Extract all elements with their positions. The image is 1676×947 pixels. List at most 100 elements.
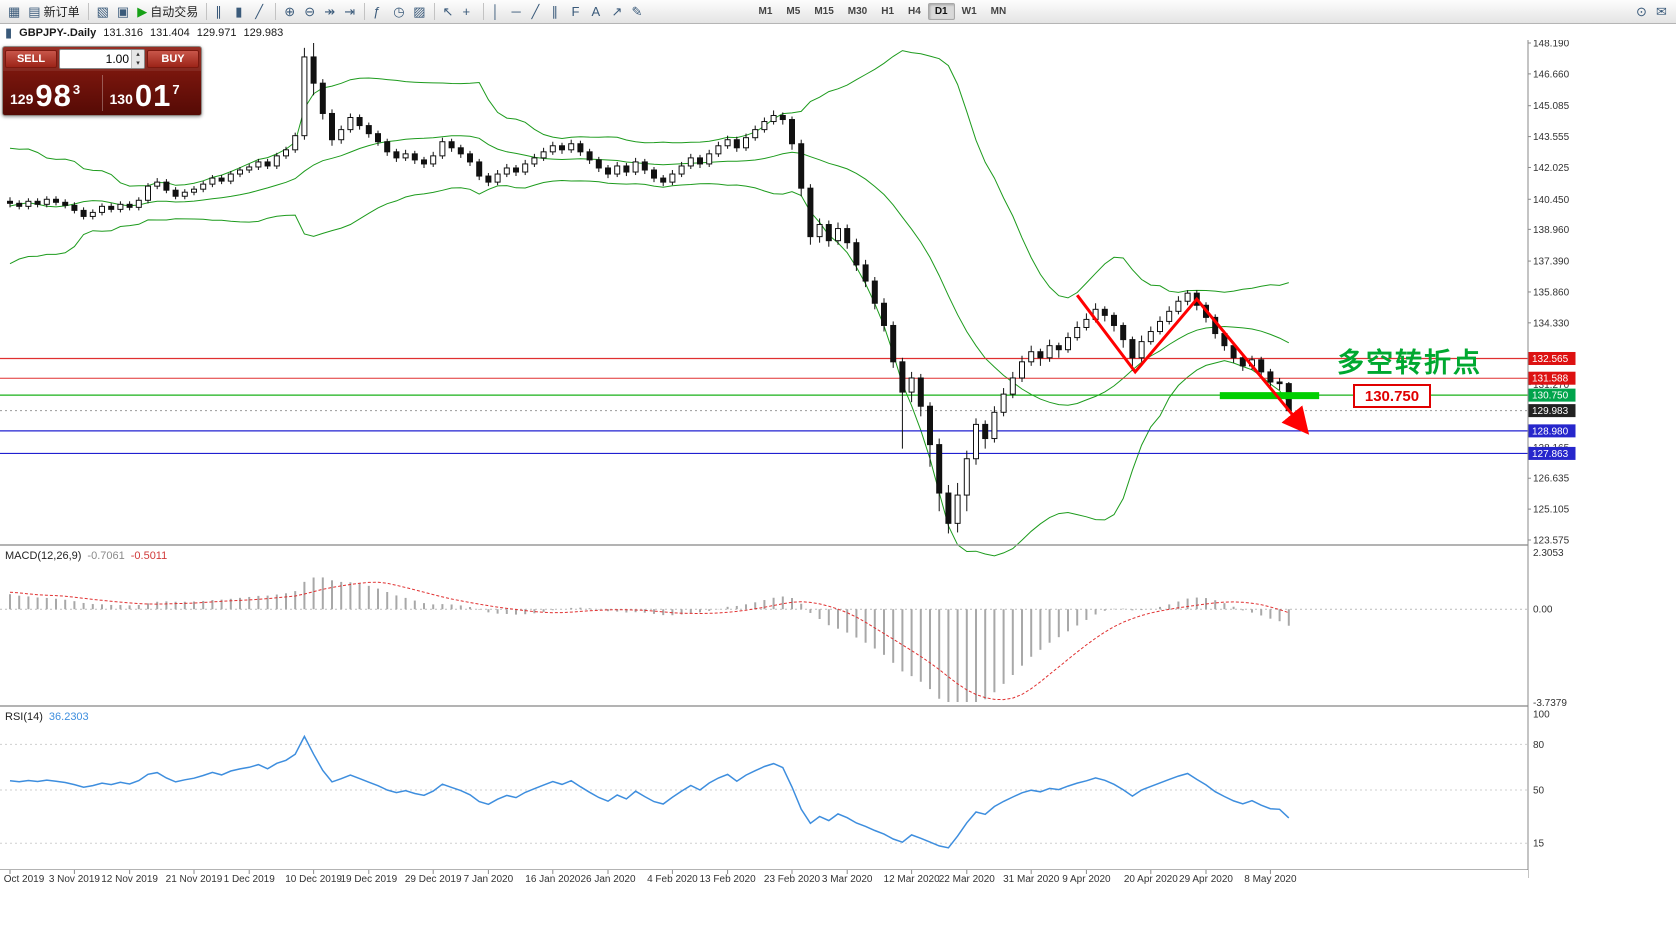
candle: [154, 181, 161, 187]
timeframe-m30-button[interactable]: M30: [841, 3, 874, 20]
svg-text:146.660: 146.660: [1533, 69, 1570, 80]
line-chart-button[interactable]: ╱: [251, 2, 271, 22]
chart-canvas[interactable]: 148.190 146.660 145.085 143.555 142.025 140.4…: [0, 40, 1676, 947]
ohlc-open: 131.316: [103, 26, 143, 39]
candle: [715, 145, 722, 155]
candle: [329, 112, 335, 141]
cursor-button[interactable]: ↖: [439, 2, 459, 22]
volume-stepper[interactable]: ▴ ▾: [59, 49, 145, 69]
zoom-out-button[interactable]: ⊖: [300, 2, 320, 22]
timeframe-h1-button[interactable]: H1: [874, 3, 901, 20]
turning-point-annotation[interactable]: 多空转折点: [1337, 348, 1482, 378]
timeframe-m5-button[interactable]: M5: [779, 3, 807, 20]
vline-button[interactable]: │: [488, 2, 508, 22]
community-button[interactable]: ✉: [1652, 2, 1672, 22]
sell-price-prefix: 129: [10, 91, 34, 107]
candle: [963, 458, 970, 496]
candle: [246, 166, 253, 171]
candle: [697, 157, 703, 165]
volume-input[interactable]: [60, 50, 131, 68]
buy-price-button[interactable]: 130 01 7: [103, 71, 202, 115]
candle: [798, 143, 805, 189]
candle: [1037, 351, 1044, 359]
search-button[interactable]: ⊙: [1632, 2, 1652, 22]
timeframe-m1-button[interactable]: M1: [752, 3, 780, 20]
fibonacci-button[interactable]: F: [568, 2, 588, 22]
periods-button[interactable]: ◷: [389, 2, 409, 22]
svg-text:142.025: 142.025: [1533, 163, 1570, 174]
arrows-button[interactable]: ↗: [608, 2, 628, 22]
date-label: 29 Dec 2019: [405, 874, 462, 885]
svg-text:131.588: 131.588: [1532, 374, 1569, 385]
candle: [448, 141, 455, 149]
candle: [80, 209, 87, 217]
channel-button[interactable]: ∥: [548, 2, 568, 22]
profiles-button[interactable]: ▧: [93, 2, 113, 22]
cascade-windows-button[interactable]: ▣: [113, 2, 133, 22]
buy-button[interactable]: BUY: [147, 50, 199, 68]
cascade-icon: ▣: [116, 4, 130, 19]
hline-button[interactable]: ─: [508, 2, 528, 22]
price-tag: [1528, 388, 1576, 402]
date-label: 1 Dec 2019: [224, 874, 276, 885]
date-label: 10 Dec 2019: [285, 874, 342, 885]
candle: [595, 159, 602, 169]
sell-price-button[interactable]: 129 98 3: [3, 71, 102, 115]
date-label: 12 Mar 2020: [884, 874, 941, 885]
candle: [34, 200, 41, 205]
new-chart-button[interactable]: ▦: [4, 2, 24, 22]
candle: [531, 157, 538, 165]
channel-icon: ∥: [551, 4, 559, 19]
candle: [549, 145, 556, 153]
toolbar-separator: [275, 3, 277, 20]
svg-text:131.270: 131.270: [1533, 380, 1570, 391]
volume-decrease-button[interactable]: ▾: [136, 60, 140, 67]
date-label: 26 Jan 2020: [580, 874, 635, 885]
candle: [752, 129, 759, 139]
auto-scroll-button[interactable]: ↠: [320, 2, 340, 22]
timeframe-mn-button[interactable]: MN: [984, 3, 1014, 20]
zoom-in-button[interactable]: ⊕: [280, 2, 300, 22]
time-axis[interactable]: [0, 870, 1528, 890]
svg-text:132.565: 132.565: [1532, 354, 1569, 365]
timeframe-h4-button[interactable]: H4: [901, 3, 928, 20]
candle: [862, 264, 869, 282]
svg-text:145.085: 145.085: [1533, 101, 1570, 112]
toolbar-right-icons: ⊙ ✉: [1632, 2, 1672, 22]
indicators-button[interactable]: ƒ: [369, 2, 389, 22]
svg-text:135.860: 135.860: [1533, 287, 1570, 298]
periods-icon: ◷: [393, 4, 405, 19]
candle: [71, 204, 78, 211]
trade-panel-prices: 129 98 3 130 01 7: [3, 71, 201, 115]
trade-panel-divider: [101, 75, 103, 111]
rsi-label: RSI(14): [5, 711, 43, 723]
support-highlight-bar[interactable]: [1219, 392, 1320, 400]
templates-button[interactable]: ▨: [409, 2, 429, 22]
buy-price-sup: 7: [172, 82, 180, 97]
search-icon: ⊙: [1636, 4, 1647, 19]
zoom-in-icon: ⊕: [284, 4, 296, 19]
date-label: 20 Apr 2020: [1124, 874, 1178, 885]
chart-shift-button[interactable]: ⇥: [340, 2, 360, 22]
autotrade-button[interactable]: ▶ 自动交易: [133, 2, 202, 22]
timeframe-w1-button[interactable]: W1: [955, 3, 984, 20]
text-button[interactable]: A: [588, 2, 608, 22]
sell-button[interactable]: SELL: [5, 50, 57, 68]
candle: [25, 200, 32, 207]
bar-chart-button[interactable]: ∥: [211, 2, 231, 22]
candlestick-chart-button[interactable]: ▮: [231, 2, 251, 22]
volume-increase-button[interactable]: ▴: [136, 51, 140, 58]
support-price-label[interactable]: 130.750: [1353, 384, 1431, 408]
timeframe-m15-button[interactable]: M15: [807, 3, 840, 20]
svg-text:2.3053: 2.3053: [1533, 548, 1564, 559]
trend-zigzag-arrow[interactable]: [1076, 294, 1310, 435]
timeframe-d1-button[interactable]: D1: [927, 3, 955, 20]
crosshair-button[interactable]: +: [459, 2, 479, 22]
candle: [467, 153, 473, 163]
candle: [568, 143, 575, 151]
trendline-button[interactable]: ╱: [528, 2, 548, 22]
new-order-button[interactable]: ▤ 新订单: [24, 2, 83, 22]
candle: [908, 377, 915, 393]
shapes-button[interactable]: ✎: [628, 2, 648, 22]
